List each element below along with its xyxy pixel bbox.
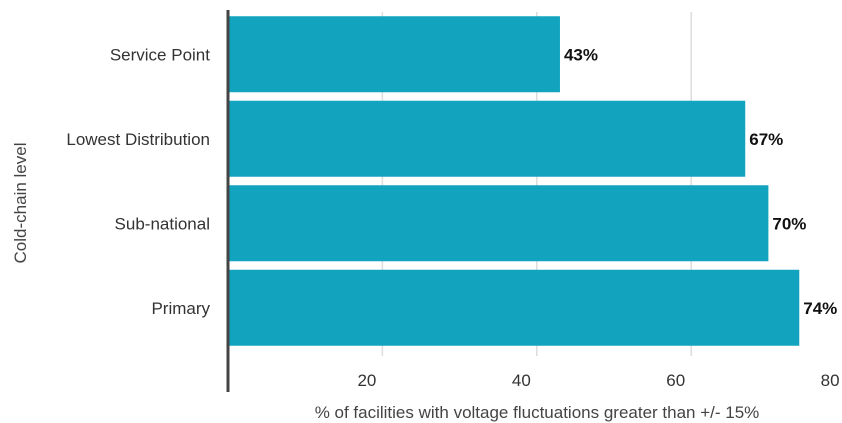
y-axis-title: Cold-chain level [11,143,30,264]
bar-service-point [228,16,560,93]
bar-primary [228,269,800,346]
category-label: Service Point [110,45,210,64]
category-label: Lowest Distribution [66,130,210,149]
bar-sub-national [228,185,769,262]
category-label: Sub-national [115,214,210,233]
data-label: 67% [749,130,783,149]
data-label: 74% [803,299,837,318]
data-labels: 43% 67% 70% 74% [564,45,837,318]
x-tick-label: 20 [357,371,376,390]
x-tick-label: 60 [666,371,685,390]
data-label: 70% [772,214,806,233]
category-label: Primary [151,299,210,318]
bar-lowest-distribution [228,100,746,177]
bars [228,16,800,346]
category-labels: Service Point Lowest Distribution Sub-nati… [66,45,210,318]
x-tick-label: 40 [512,371,531,390]
data-label: 43% [564,45,598,64]
x-tick-labels: 20 40 60 80 [357,371,839,390]
x-axis-title: % of facilities with voltage fluctuation… [315,403,760,422]
x-tick-label: 80 [821,371,840,390]
